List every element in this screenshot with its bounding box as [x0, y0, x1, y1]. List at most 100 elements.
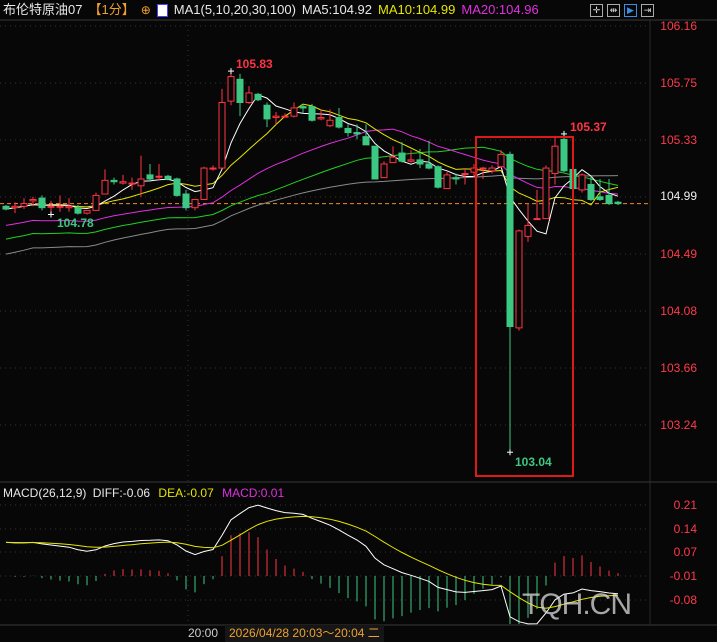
up-candle — [479, 167, 487, 170]
up-candle — [389, 156, 397, 164]
indicator-chart-icon[interactable] — [156, 3, 168, 17]
price-tick: 103.66 — [660, 361, 697, 375]
ma30-line — [5, 146, 619, 240]
macd-tick: -0.01 — [669, 569, 697, 583]
macd-header: MACD(26,12,9) DIFF:-0.06 DEA:-0.07 MACD:… — [3, 486, 289, 500]
macd-tick: -0.08 — [669, 593, 697, 607]
time-tick: 20:00 — [188, 626, 219, 640]
down-candle — [164, 175, 172, 180]
up-candle — [209, 167, 217, 170]
up-candle — [128, 182, 136, 185]
down-candle — [371, 145, 379, 180]
macd-diff: DIFF:-0.06 — [92, 486, 151, 500]
cursor-time: 2026/04/28 20:03～20:04 二 — [225, 625, 384, 642]
low-annotation: 104.78 — [57, 216, 94, 230]
down-candle — [182, 193, 190, 209]
scroll-right-icon[interactable]: ▶ — [624, 4, 637, 17]
up-candle — [101, 179, 109, 195]
up-candle — [542, 167, 550, 220]
up-candle — [326, 119, 334, 127]
up-candle — [533, 218, 541, 221]
down-candle — [344, 127, 352, 134]
up-candle — [443, 174, 451, 190]
down-candle — [605, 194, 613, 205]
up-candle — [578, 174, 586, 191]
up-candle — [245, 92, 253, 103]
price-tick: 104.49 — [660, 247, 697, 261]
up-candle — [551, 145, 559, 175]
up-candle — [200, 167, 208, 200]
up-candle — [380, 163, 388, 179]
up-candle — [20, 203, 28, 207]
down-candle — [506, 153, 514, 328]
down-candle — [362, 136, 370, 146]
down-candle — [434, 166, 442, 188]
up-candle — [515, 230, 523, 329]
up-candle — [65, 205, 73, 209]
down-candle — [74, 207, 82, 214]
up-candle — [407, 159, 415, 162]
up-candle — [272, 115, 280, 119]
up-candle — [497, 153, 505, 168]
up-candle — [218, 101, 226, 169]
high-annotation: 105.83 — [236, 57, 273, 71]
price-tick: 106.16 — [660, 19, 697, 33]
current-price-label: 104.99 — [660, 189, 697, 203]
ma20-line — [5, 128, 619, 226]
up-candle — [11, 205, 19, 209]
macd-title: MACD(26,12,9) — [3, 486, 87, 500]
macd-tick: 0.14 — [673, 522, 697, 536]
price-tick: 105.75 — [660, 76, 697, 90]
up-candle — [119, 181, 127, 184]
macd-tick: 0.07 — [673, 545, 697, 559]
add-indicator-icon[interactable]: ⊕ — [140, 3, 151, 17]
box-low-annotation: 103.04 — [515, 455, 552, 469]
up-candle — [155, 175, 163, 178]
down-candle — [614, 201, 622, 205]
up-candle — [227, 76, 235, 102]
macd-value: MACD:0.01 — [222, 486, 285, 500]
down-candle — [254, 93, 262, 101]
up-candle — [317, 117, 325, 120]
price-tick: 103.24 — [660, 418, 697, 432]
down-candle — [110, 179, 118, 183]
watermark: TQH.CN — [522, 588, 632, 621]
fit-icon[interactable]: ⇹ — [607, 4, 620, 17]
ma20-value: MA20:104.96 — [461, 2, 539, 17]
down-candle — [398, 152, 406, 162]
dea-line — [5, 515, 619, 609]
up-candle — [290, 107, 298, 117]
up-candle — [524, 224, 532, 237]
down-candle — [308, 106, 316, 121]
up-candle — [29, 198, 37, 202]
box-high-annotation: 105.37 — [570, 120, 607, 134]
indicator-name[interactable]: MA1(5,10,20,30,100) — [173, 2, 296, 17]
up-candle — [191, 198, 199, 209]
down-candle — [335, 117, 343, 128]
up-candle — [47, 205, 55, 208]
crosshair-icon[interactable]: ✛ — [590, 4, 603, 17]
exit-icon[interactable]: ⇥ — [641, 4, 654, 17]
up-candle — [92, 194, 100, 211]
macd-tick: 0.21 — [673, 498, 697, 512]
chart-header: 布伦特原油07 【1分】 ⊕ MA1(5,10,20,30,100) MA5:1… — [0, 0, 717, 20]
down-candle — [452, 177, 460, 180]
down-candle — [2, 205, 10, 210]
down-candle — [236, 78, 244, 103]
up-candle — [281, 115, 289, 118]
price-tick: 105.33 — [660, 133, 697, 147]
diff-line — [5, 504, 619, 625]
ma100-line — [5, 174, 619, 255]
up-candle — [83, 209, 91, 214]
down-candle — [263, 104, 271, 120]
highlight-box — [475, 136, 574, 477]
period-selector[interactable]: 【1分】 — [88, 2, 135, 17]
price-tick: 104.08 — [660, 304, 697, 318]
ma5-value: MA5:104.92 — [301, 2, 373, 17]
down-candle — [299, 106, 307, 109]
header-row: 布伦特原油07 【1分】 ⊕ MA1(5,10,20,30,100) MA5:1… — [3, 0, 539, 20]
down-candle — [146, 174, 154, 180]
up-candle — [56, 205, 64, 208]
ma10-value: MA10:104.99 — [378, 2, 456, 17]
